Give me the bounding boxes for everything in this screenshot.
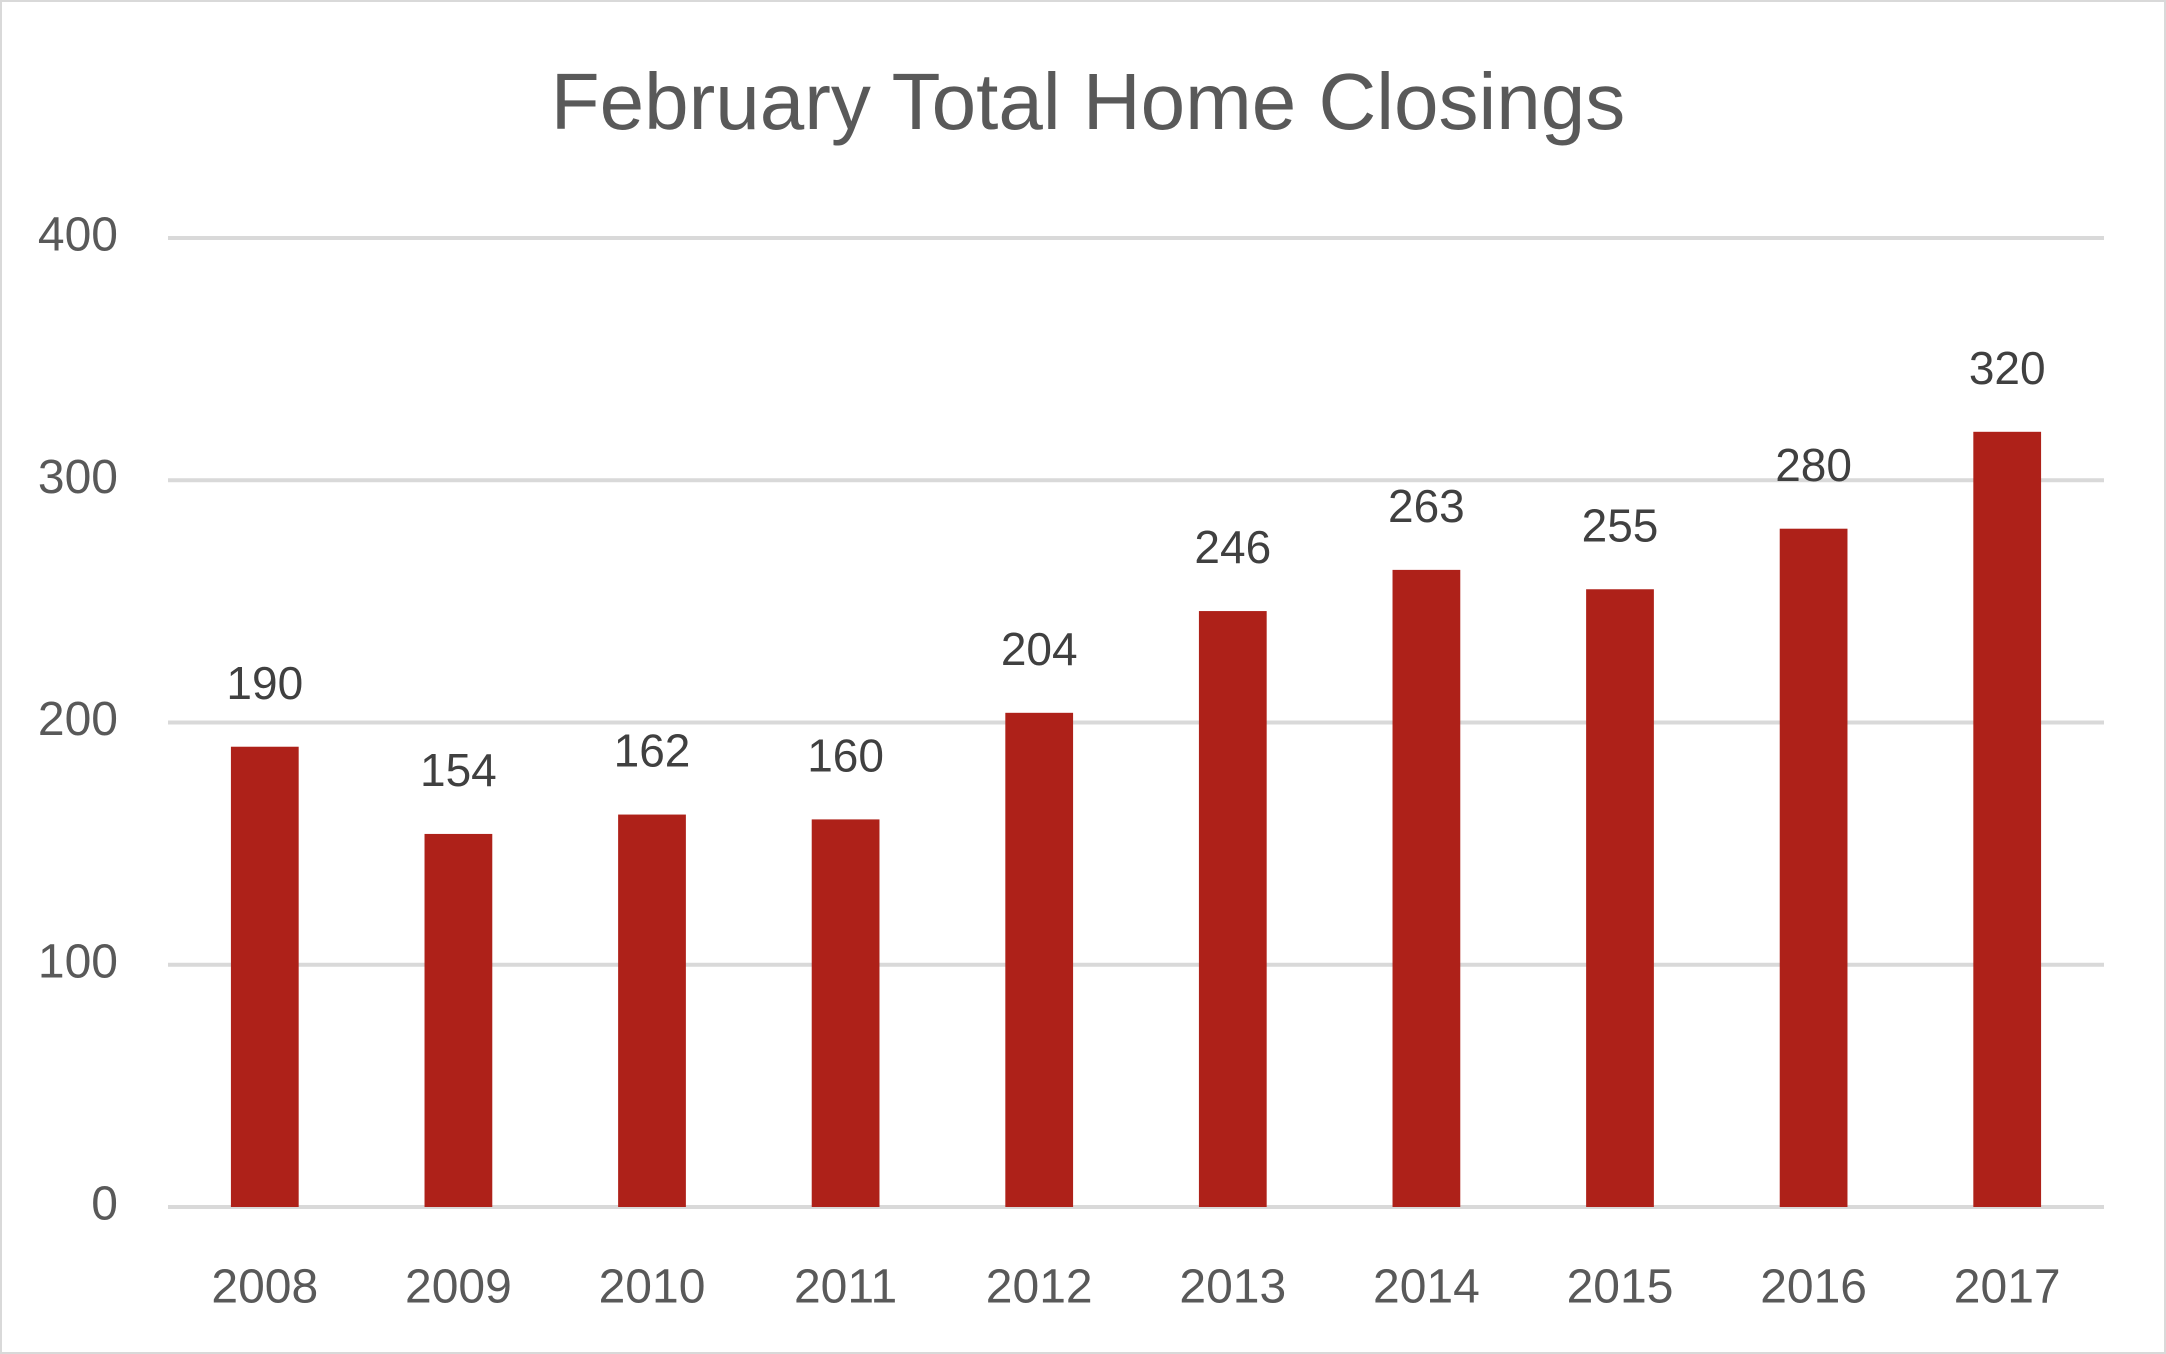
y-tick-label: 400 (38, 209, 118, 262)
data-label: 246 (1194, 521, 1271, 573)
x-tick-label: 2013 (1179, 1261, 1286, 1314)
data-label: 280 (1775, 439, 1852, 491)
data-label: 160 (807, 730, 884, 782)
data-label: 320 (1969, 342, 2046, 394)
bar (1005, 712, 1074, 1207)
y-tick-label: 300 (38, 451, 118, 504)
data-label: 263 (1388, 480, 1465, 532)
x-tick-label: 2015 (1567, 1261, 1674, 1314)
data-label: 204 (1001, 623, 1078, 675)
x-tick-label: 2012 (986, 1261, 1093, 1314)
x-tick-label: 2016 (1760, 1261, 1867, 1314)
y-tick-label: 100 (38, 935, 118, 988)
data-label: 255 (1582, 499, 1659, 551)
data-label: 190 (226, 657, 303, 709)
x-tick-label: 2010 (599, 1261, 706, 1314)
bar (1392, 569, 1461, 1207)
x-tick-label: 2011 (794, 1261, 897, 1314)
x-tick-label: 2017 (1954, 1261, 2061, 1314)
bar (811, 819, 880, 1207)
bar (1586, 589, 1654, 1207)
bar (618, 814, 686, 1207)
y-tick-label: 200 (38, 693, 118, 746)
data-label: 154 (420, 744, 497, 796)
bar (1973, 431, 2042, 1207)
y-tick-label: 0 (91, 1178, 118, 1231)
data-label: 162 (614, 725, 691, 777)
chart-title: February Total Home Closings (551, 57, 1626, 146)
bar (424, 833, 493, 1207)
bar (1779, 528, 1848, 1207)
x-tick-label: 2009 (405, 1261, 512, 1314)
x-tick-label: 2014 (1373, 1261, 1480, 1314)
bar (1198, 611, 1267, 1207)
bar (230, 746, 299, 1207)
x-tick-label: 2008 (211, 1261, 318, 1314)
